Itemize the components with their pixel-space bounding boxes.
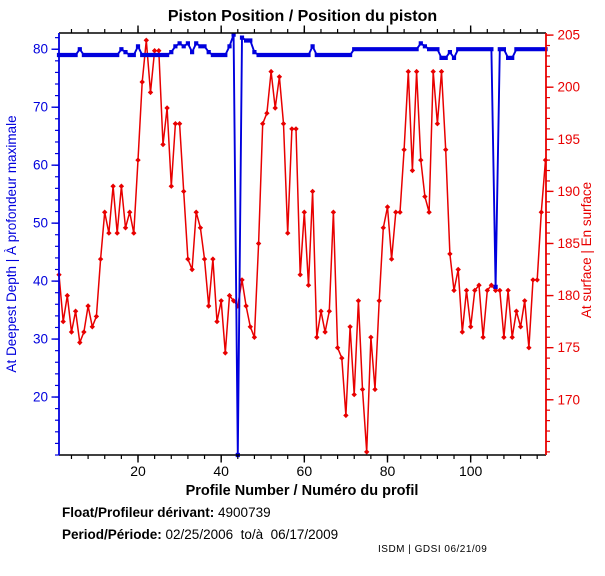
float-id-line: Float/Profileur dérivant: 4900739: [62, 505, 271, 520]
y-left-tick-label: 30: [33, 332, 48, 347]
y-right-tick-label: 190: [558, 184, 581, 199]
y-left-tick-label: 70: [33, 100, 48, 115]
x-tick-label: 100: [459, 463, 483, 479]
y-left-tick-label: 40: [33, 274, 48, 289]
agency-credit: ISDM | GDSI 06/21/09: [378, 544, 488, 555]
surface-line: [58, 40, 547, 452]
y-left-tick-label: 20: [33, 390, 48, 405]
y-left-tick-label: 50: [33, 216, 48, 231]
y-right-tick-label: 195: [558, 132, 581, 147]
y-right-tick-label: 170: [558, 392, 581, 407]
x-tick-label: 60: [297, 463, 313, 479]
page-title: Piston Position / Position du piston: [167, 8, 438, 25]
x-tick-label: 80: [380, 463, 396, 479]
y-right-axis-title: At surface | En surface: [579, 182, 594, 318]
y-right-tick-label: 205: [558, 28, 581, 43]
y-left-tick-label: 60: [33, 158, 48, 173]
y-right-tick-label: 200: [558, 80, 581, 95]
y-right-tick-label: 175: [558, 340, 581, 355]
x-tick-label: 40: [213, 463, 229, 479]
y-right-tick-label: 180: [558, 288, 581, 303]
period-line: Period/Période: 02/25/2006 to/à 06/17/20…: [62, 527, 338, 542]
float-label: Float/Profileur dérivant:: [62, 505, 215, 520]
x-axis-title: Profile Number / Numéro du profil: [186, 483, 419, 499]
period-label: Period/Période:: [62, 527, 162, 542]
period-value: 02/25/2006 to/à 06/17/2009: [161, 527, 339, 542]
y-left-axis-title: At Deepest Depth | À profondeur maximale: [4, 115, 19, 372]
y-right-tick-label: 185: [558, 236, 581, 251]
y-left-tick-label: 80: [33, 42, 48, 57]
float-value: 4900739: [214, 505, 271, 520]
x-tick-label: 20: [130, 463, 146, 479]
